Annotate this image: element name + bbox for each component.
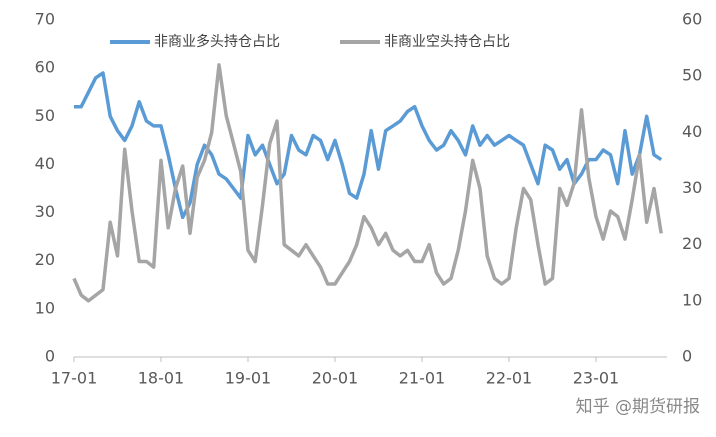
- y-tick-label: 20: [35, 250, 55, 269]
- y2-tick-label: 50: [682, 66, 702, 85]
- y2-tick-label: 40: [682, 122, 702, 141]
- y-tick-label: 70: [35, 10, 55, 29]
- y-tick-label: 0: [45, 347, 55, 366]
- y2-tick-label: 20: [682, 234, 702, 253]
- series-line: [74, 71, 663, 220]
- y-tick-label: 30: [35, 202, 55, 221]
- x-tick-label: 17-01: [51, 369, 98, 388]
- x-tick-label: 18-01: [138, 369, 185, 388]
- watermark: 知乎 @期货研报: [576, 397, 700, 417]
- x-tick-label: 21-01: [399, 369, 446, 388]
- y2-tick-label: 0: [682, 347, 692, 366]
- x-tick-label: 23-01: [573, 369, 620, 388]
- x-tick-label: 20-01: [312, 369, 359, 388]
- y-tick-label: 40: [35, 154, 55, 173]
- y-tick-label: 10: [35, 298, 55, 317]
- y-tick-label: 50: [35, 106, 55, 125]
- y-tick-label: 60: [35, 58, 55, 77]
- legend-label: 非商业空头持仓占比: [384, 34, 510, 50]
- series-line: [72, 63, 663, 303]
- y2-tick-label: 10: [682, 290, 702, 309]
- y2-tick-label: 60: [682, 10, 702, 29]
- legend-label: 非商业多头持仓占比: [154, 33, 280, 50]
- x-tick-label: 19-01: [225, 369, 272, 388]
- y2-tick-label: 30: [682, 178, 702, 197]
- x-tick-label: 22-01: [486, 369, 533, 388]
